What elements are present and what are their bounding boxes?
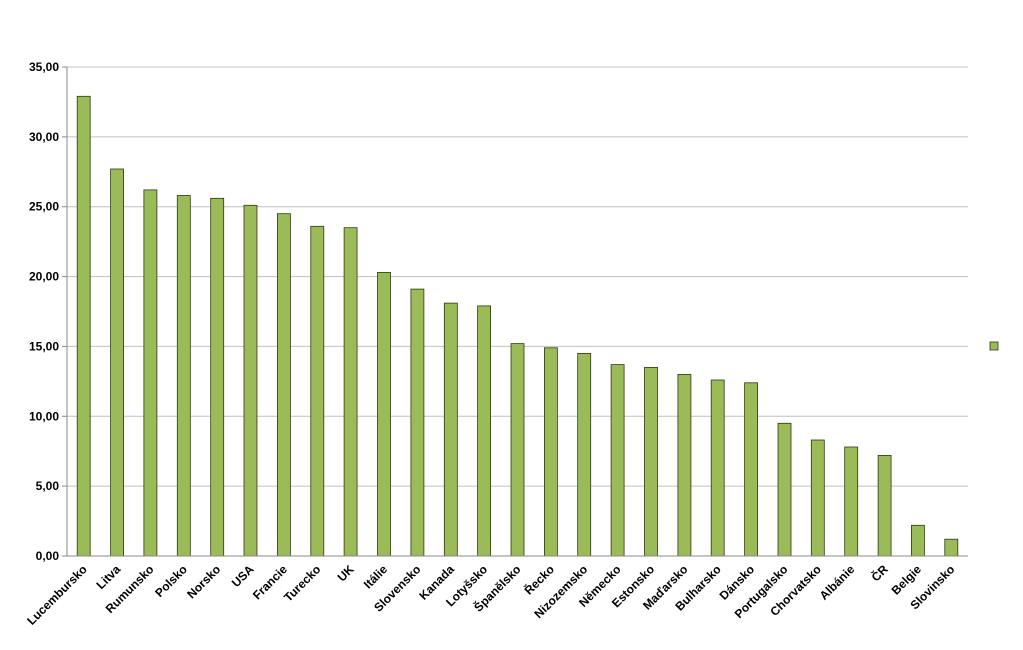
legend-swatch (989, 341, 999, 351)
bar (777, 422, 792, 557)
bar (510, 343, 525, 557)
bar (143, 189, 158, 557)
bar (377, 271, 391, 557)
bar (610, 364, 625, 557)
x-category-label: Litva (94, 562, 124, 592)
bar (911, 524, 925, 557)
bar (710, 379, 725, 557)
bar (644, 366, 658, 557)
bar (877, 454, 892, 557)
bar (210, 197, 225, 557)
x-category-label: Polsko (152, 562, 190, 600)
x-category-label: Turecko (281, 562, 323, 604)
bar (343, 227, 358, 557)
bars (76, 95, 959, 557)
bar (810, 439, 825, 557)
bar (944, 538, 959, 557)
y-tick-label: 35,00 (29, 60, 59, 74)
y-tick-label: 20,00 (29, 270, 59, 284)
bar (577, 352, 592, 557)
y-tick-label: 30,00 (29, 130, 59, 144)
y-tick-label: 5,00 (36, 479, 60, 493)
x-category-label: Albánie (817, 562, 858, 603)
x-category-label: Itálie (361, 562, 390, 591)
bar (844, 446, 859, 557)
bar (110, 168, 124, 557)
bar (677, 373, 692, 557)
bar (744, 382, 758, 557)
bar (310, 225, 325, 557)
y-tick-label: 10,00 (29, 409, 59, 423)
bar (276, 213, 291, 557)
bar (76, 95, 91, 557)
x-category-label: UK (335, 562, 357, 584)
y-tick-label: 0,00 (36, 549, 60, 563)
x-category-label: ČR (868, 561, 891, 584)
bar (443, 302, 458, 557)
bar (410, 288, 425, 557)
bar (544, 347, 558, 557)
y-tick-label: 15,00 (29, 339, 59, 353)
bar (243, 204, 258, 557)
x-category-label: Norsko (184, 562, 223, 601)
y-axis-ticks: 0,00 5,00 10,00 15,00 20,00 25,00 30,00 35,00 (29, 60, 67, 563)
x-category-label: Lucembursko (24, 562, 90, 628)
x-category-label: USA (229, 562, 257, 590)
bar (176, 195, 191, 557)
bar (477, 305, 492, 557)
y-tick-label: 25,00 (29, 200, 59, 214)
